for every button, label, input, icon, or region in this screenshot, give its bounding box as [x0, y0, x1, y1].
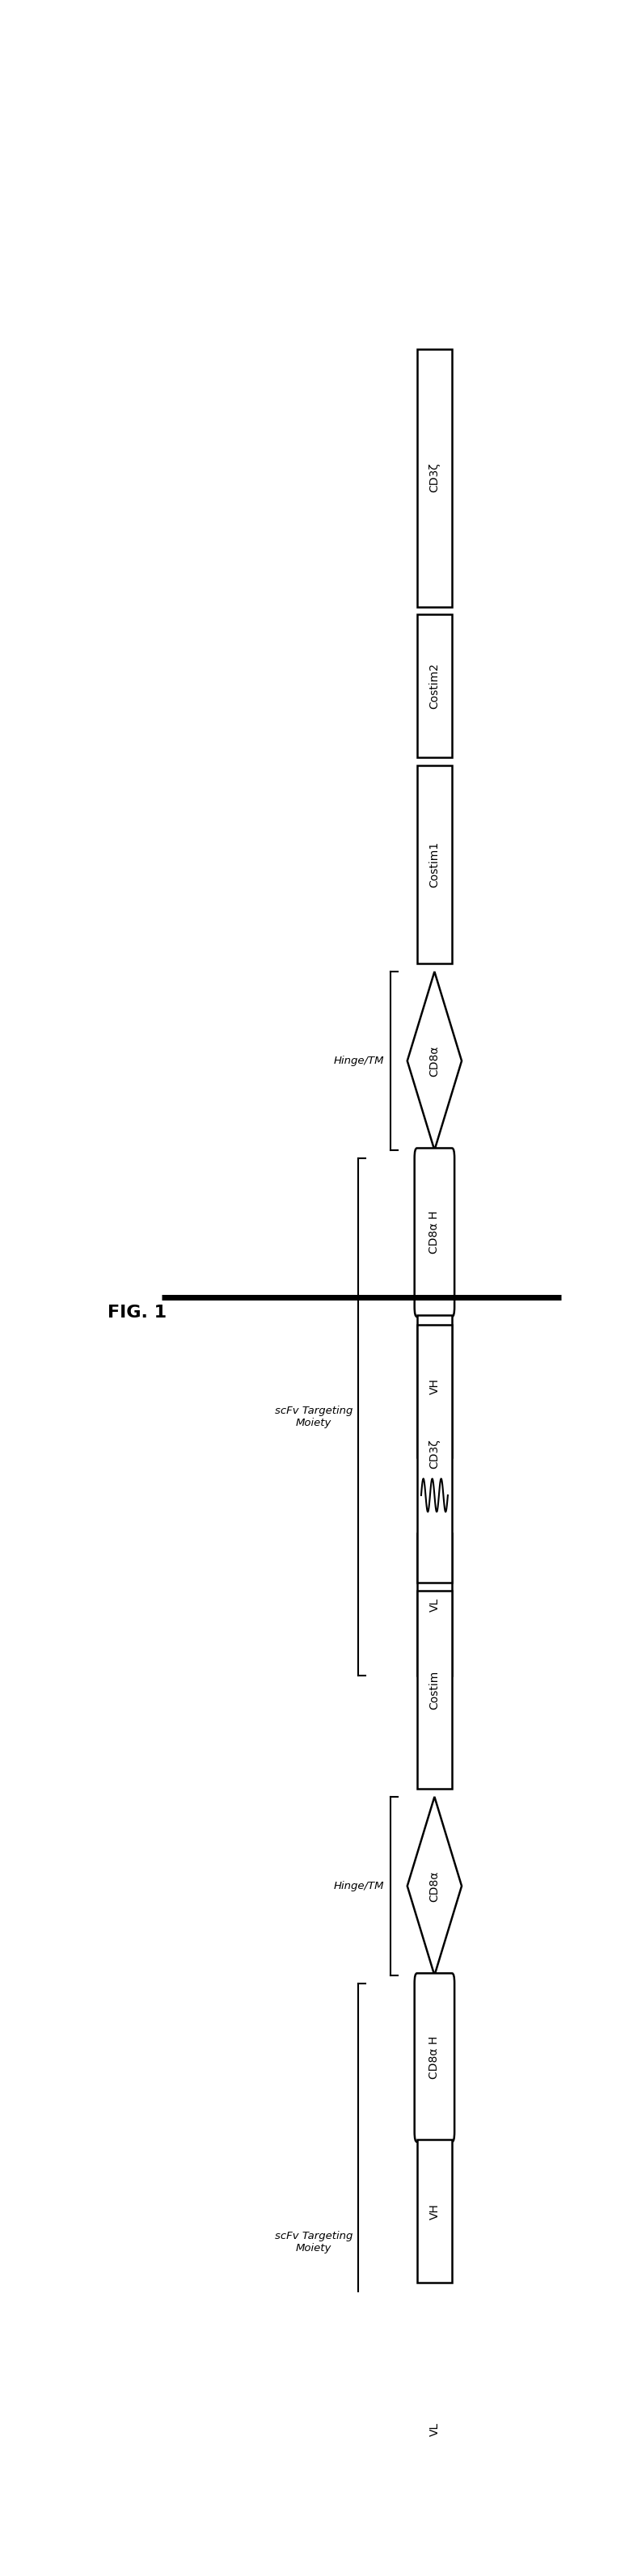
Bar [417, 2357, 452, 2501]
Bar [417, 616, 452, 757]
Text: CD3ζ: CD3ζ [429, 1440, 440, 1468]
Bar [417, 2141, 452, 2282]
Text: CD8α H: CD8α H [429, 2035, 440, 2079]
Text: Costim2: Costim2 [429, 662, 440, 708]
Text: scFv Targeting
Moiety: scFv Targeting Moiety [275, 1406, 353, 1427]
Text: VH: VH [429, 1378, 440, 1394]
Text: CD8α H: CD8α H [429, 1211, 440, 1255]
Text: VH: VH [429, 2202, 440, 2221]
Text: CD8α: CD8α [429, 1046, 440, 1077]
Bar [417, 1314, 452, 1458]
Text: Hinge/TM: Hinge/TM [334, 1056, 384, 1066]
Bar [417, 1324, 452, 1582]
Text: scFv Targeting
Moiety: scFv Targeting Moiety [275, 2231, 353, 2254]
Polygon shape [408, 971, 462, 1149]
Text: Hinge/TM: Hinge/TM [334, 1880, 384, 1891]
Text: CD8α: CD8α [429, 1870, 440, 1901]
Bar [417, 348, 452, 608]
Text: VL: VL [429, 1597, 440, 1613]
Bar [417, 1533, 452, 1677]
FancyBboxPatch shape [415, 1149, 455, 1316]
Text: FIG. 1: FIG. 1 [108, 1306, 167, 1321]
Text: Costim1: Costim1 [429, 842, 440, 889]
FancyBboxPatch shape [415, 1973, 455, 2141]
Text: CD3ζ: CD3ζ [429, 464, 440, 492]
Text: Costim: Costim [429, 1669, 440, 1708]
Bar [417, 765, 452, 963]
Text: VL: VL [429, 2421, 440, 2437]
Bar [417, 1589, 452, 1788]
Polygon shape [408, 1798, 462, 1976]
